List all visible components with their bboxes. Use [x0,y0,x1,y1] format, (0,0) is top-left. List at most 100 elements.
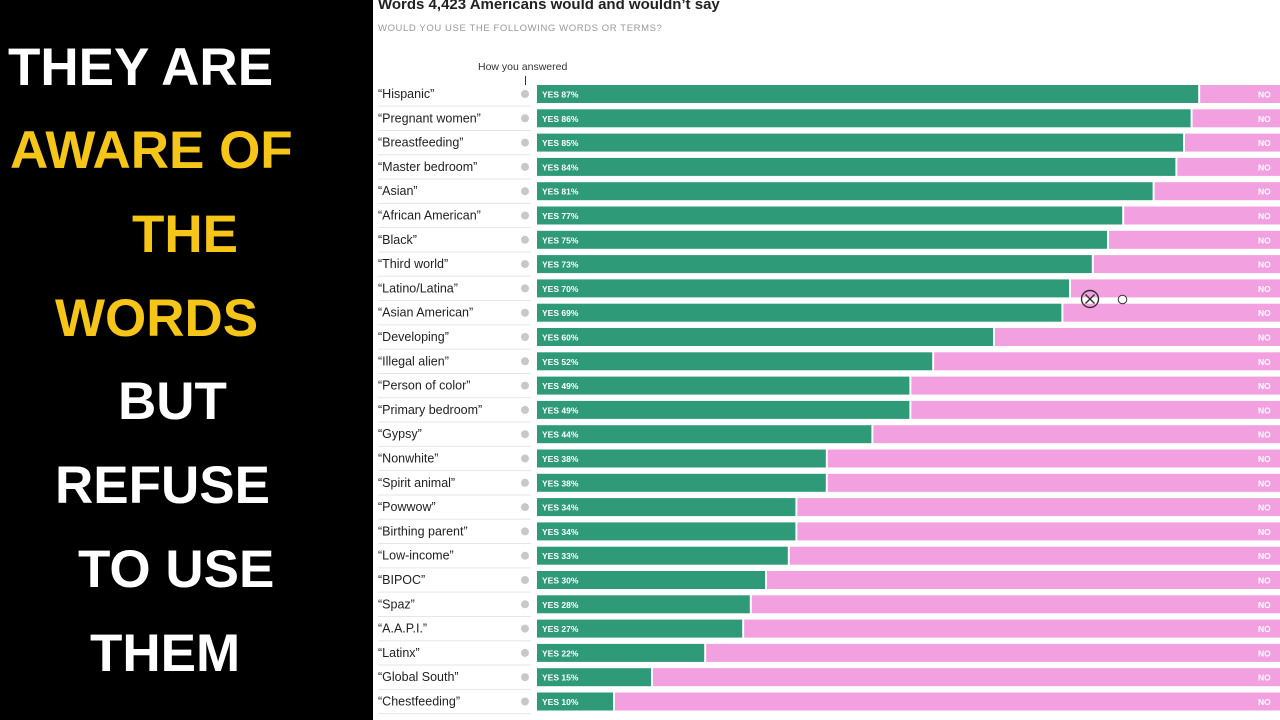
yes-bar [537,643,705,662]
yes-value-label: YES 28% [542,600,579,610]
no-label: NO [1258,478,1271,488]
close-cursor-icon [1080,289,1100,309]
answer-dot[interactable] [521,333,529,341]
yes-value-label: YES 81% [542,187,579,197]
no-label: NO [1258,187,1271,197]
yes-bar [537,230,1107,249]
no-label: NO [1258,138,1271,148]
answer-dot[interactable] [521,673,529,682]
category-label: “BIPOC” [378,573,425,587]
yes-bar [537,303,1062,322]
category-label: “Low-income” [378,549,454,563]
yes-value-label: YES 77% [542,211,579,221]
no-label: NO [1258,114,1271,124]
category-label: “Spirit animal” [378,476,455,490]
no-bar [873,425,1280,444]
no-label: NO [1258,503,1271,513]
no-label: NO [1258,162,1271,172]
answer-dot[interactable] [521,308,529,317]
answer-dot[interactable] [521,697,529,706]
yes-bar [537,85,1199,103]
no-label: NO [1258,576,1271,586]
answer-dot[interactable] [521,162,529,171]
no-label: NO [1258,551,1271,561]
yes-value-label: YES 34% [542,503,579,513]
no-bar [789,546,1280,565]
category-label: “Nonwhite” [378,452,438,466]
category-label: “Latino/Latina” [378,281,458,295]
category-label: “Person of color” [378,379,470,393]
no-bar [911,400,1280,419]
category-label: “A.A.P.I.” [378,622,427,636]
no-bar [1109,230,1280,249]
yes-value-label: YES 49% [542,381,579,391]
yes-value-label: YES 69% [542,308,579,318]
caption-line: THEY ARE [8,38,274,97]
no-bar [1063,303,1280,322]
no-label: NO [1258,308,1271,318]
answer-dot[interactable] [521,430,529,439]
answer-dot[interactable] [521,114,529,123]
answer-dot[interactable] [521,187,529,196]
answer-dot[interactable] [521,235,529,244]
no-label: NO [1258,211,1271,221]
answer-dot[interactable] [521,648,529,657]
category-label: “Spaz” [378,597,415,611]
answer-dot[interactable] [521,576,529,584]
yes-bar [537,182,1153,201]
category-label: “Black” [378,233,417,247]
no-bar [911,376,1280,395]
no-bar [934,352,1280,371]
no-label: NO [1258,405,1271,415]
yes-bar [537,546,788,565]
category-label: “Hispanic” [378,87,434,101]
yes-value-label: YES 86% [542,114,579,124]
yes-bar [537,157,1176,176]
answer-dot[interactable] [521,211,529,220]
yes-value-label: YES 49% [542,405,579,415]
yes-value-label: YES 27% [542,624,579,634]
no-bar [1185,133,1280,152]
yes-value-label: YES 70% [542,284,579,294]
answer-dot[interactable] [521,478,529,487]
answer-dot[interactable] [521,551,529,560]
yes-bar [537,595,750,614]
yes-bar [537,425,872,444]
no-bar [751,595,1280,614]
no-label: NO [1258,260,1271,270]
category-label: “Latinx” [378,646,420,660]
no-label: NO [1258,333,1271,343]
answer-dot[interactable] [521,260,529,269]
yes-bar [537,109,1191,128]
yes-bar [537,279,1069,298]
answer-dot[interactable] [521,284,529,293]
no-label: NO [1258,697,1271,707]
no-label: NO [1258,430,1271,440]
yes-bar [537,449,826,468]
yes-bar [537,498,796,517]
answer-dot[interactable] [521,90,529,98]
category-label: “Breastfeeding” [378,136,463,150]
category-label: “Developing” [378,330,449,344]
no-bar [1124,206,1280,225]
answer-dot[interactable] [521,503,529,512]
answer-dot[interactable] [521,405,529,414]
answer-dot[interactable] [521,381,529,390]
answer-dot[interactable] [521,624,529,633]
yes-value-label: YES 22% [542,648,579,658]
answer-dot[interactable] [521,357,529,366]
yes-value-label: YES 73% [542,260,579,270]
no-bar [1200,85,1280,103]
category-label: “Birthing parent” [378,524,468,538]
answer-dot[interactable] [521,527,529,536]
no-bar [1154,182,1280,201]
answer-dot[interactable] [521,138,529,147]
category-label: “Chestfeeding” [378,695,460,709]
yes-bar [537,668,651,687]
category-label: “African American” [378,209,481,223]
no-label: NO [1258,381,1271,391]
category-label: “Master bedroom” [378,160,477,174]
answer-dot[interactable] [521,600,529,609]
no-label: NO [1258,600,1271,610]
answer-dot[interactable] [521,454,529,463]
